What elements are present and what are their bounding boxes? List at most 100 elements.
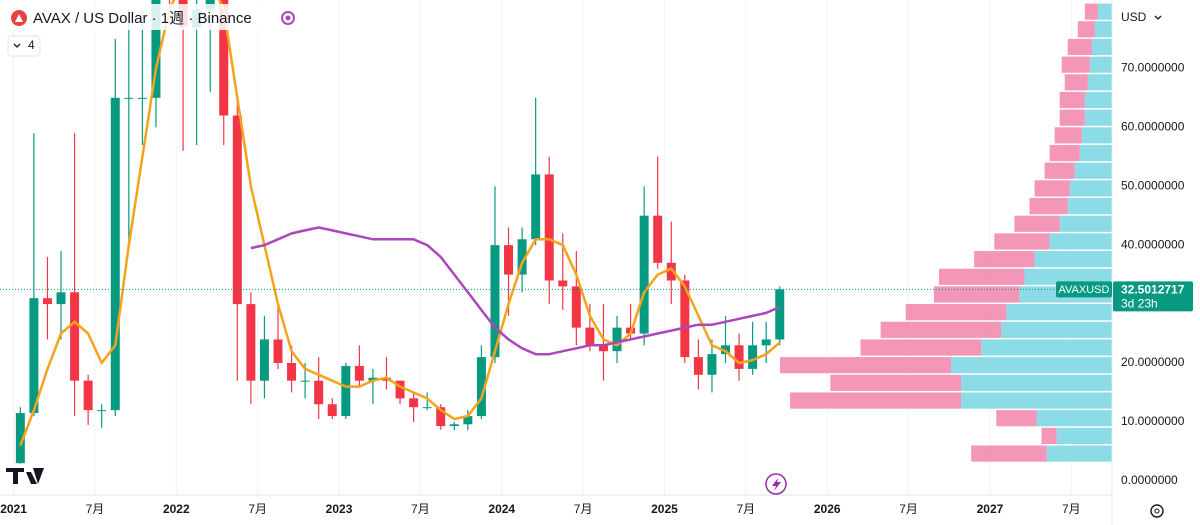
candle-body bbox=[463, 416, 473, 425]
profile-sell bbox=[971, 445, 1047, 462]
candle-body bbox=[422, 407, 432, 409]
candle-body bbox=[314, 380, 324, 405]
y-tick-label: 50.0000000 bbox=[1121, 178, 1185, 192]
candle-body bbox=[544, 174, 554, 281]
profile-buy bbox=[961, 392, 1112, 409]
candle-body bbox=[259, 339, 269, 381]
y-tick-label: 70.0000000 bbox=[1121, 61, 1185, 75]
candle-body bbox=[341, 365, 351, 417]
x-tick-label: 2026 bbox=[814, 502, 841, 516]
candle-body bbox=[395, 380, 405, 399]
x-tick-label: 7月 bbox=[248, 502, 267, 516]
candle-body bbox=[246, 304, 256, 381]
profile-sell bbox=[1059, 91, 1085, 109]
symbol-label: AVAXUSD bbox=[1059, 284, 1110, 296]
chart-title: AVAX / US Dollar · 1週 · Binance bbox=[33, 10, 252, 27]
settings-button[interactable] bbox=[1150, 504, 1164, 518]
candle-body bbox=[15, 413, 25, 464]
currency: USD bbox=[1121, 10, 1147, 24]
profile-buy bbox=[1069, 180, 1112, 197]
candle-body bbox=[97, 410, 107, 412]
profile-buy bbox=[1081, 127, 1112, 144]
profile-buy bbox=[1006, 304, 1112, 321]
profile-sell bbox=[1061, 56, 1090, 73]
candle-body bbox=[273, 339, 283, 363]
profile-buy bbox=[1049, 233, 1112, 250]
profile-buy bbox=[981, 339, 1112, 356]
profile-sell bbox=[974, 251, 1035, 268]
profile-sell bbox=[1014, 215, 1060, 232]
tv-logo bbox=[6, 468, 44, 484]
profile-buy bbox=[1074, 162, 1112, 179]
indicator-count: 4 bbox=[28, 38, 35, 52]
x-tick-label: 7月 bbox=[737, 502, 756, 516]
indicators-toggle[interactable]: 4 bbox=[7, 35, 41, 57]
candle-body bbox=[531, 174, 541, 240]
x-tick-label: 2025 bbox=[651, 502, 678, 516]
profile-sell bbox=[1049, 144, 1080, 162]
candle-body bbox=[70, 292, 80, 381]
grid bbox=[13, 0, 1072, 495]
profile-buy bbox=[1097, 3, 1112, 20]
replay-button[interactable] bbox=[765, 473, 787, 495]
header-bg bbox=[4, 4, 274, 30]
x-tick-label: 7月 bbox=[411, 502, 430, 516]
candle-body bbox=[666, 262, 676, 281]
profile-buy bbox=[1001, 321, 1112, 338]
candle-body bbox=[558, 280, 568, 287]
candle-body bbox=[124, 97, 134, 99]
logo-glyph bbox=[15, 14, 23, 22]
candle-body bbox=[707, 354, 717, 375]
candle-body bbox=[490, 245, 500, 358]
y-tick-label: 60.0000000 bbox=[1121, 119, 1185, 133]
profile-sell bbox=[1064, 74, 1088, 91]
axes: 0.0000000 10.0000000 20.0000000 40.0000000 5… bbox=[0, 61, 1185, 517]
candle-body bbox=[748, 345, 758, 369]
price-label: 32.5012717 bbox=[1121, 283, 1185, 297]
profile-sell bbox=[996, 410, 1037, 427]
x-tick-label: 2022 bbox=[163, 502, 190, 516]
moving-averages bbox=[19, 0, 781, 446]
candle-body bbox=[29, 298, 39, 414]
candle-body bbox=[436, 407, 446, 427]
y-tick-label: 40.0000000 bbox=[1121, 237, 1185, 251]
profile-buy bbox=[1091, 38, 1112, 56]
profile-buy bbox=[1079, 144, 1112, 162]
candle-body bbox=[571, 286, 581, 328]
profile-buy bbox=[1094, 21, 1112, 38]
candle-body bbox=[680, 280, 690, 358]
x-tick-label: 2024 bbox=[488, 502, 515, 516]
profile-sell bbox=[1059, 109, 1085, 126]
profile-buy bbox=[951, 357, 1112, 374]
profile-buy bbox=[1087, 74, 1112, 91]
candle-body bbox=[653, 215, 663, 263]
candle-body bbox=[734, 345, 744, 369]
currency-button[interactable]: USD bbox=[1121, 10, 1162, 24]
ma-line bbox=[19, 0, 781, 446]
volume-profile bbox=[780, 3, 1112, 462]
profile-sell bbox=[1029, 198, 1068, 215]
candle-body bbox=[287, 363, 297, 381]
candle-body bbox=[327, 404, 337, 417]
candle-body bbox=[775, 289, 785, 340]
share-button[interactable] bbox=[281, 11, 295, 25]
candle-body bbox=[504, 245, 514, 275]
x-tick-label: 2027 bbox=[977, 502, 1004, 516]
candle-body bbox=[368, 377, 378, 381]
y-tick-label: 20.0000000 bbox=[1121, 355, 1185, 369]
profile-sell bbox=[880, 321, 1002, 338]
x-tick-label: 2023 bbox=[326, 502, 353, 516]
profile-sell bbox=[830, 374, 962, 391]
candle-body bbox=[721, 345, 731, 355]
candle-body bbox=[517, 239, 527, 275]
candle-body bbox=[476, 357, 486, 417]
profile-sell bbox=[1077, 21, 1095, 38]
profile-sell bbox=[1084, 3, 1098, 20]
x-tick-label: 2021 bbox=[0, 502, 27, 516]
x-tick-label: 7月 bbox=[574, 502, 593, 516]
candle-body bbox=[381, 377, 391, 381]
candle-body bbox=[42, 298, 52, 305]
candle-body bbox=[232, 115, 242, 305]
profile-sell bbox=[790, 392, 962, 409]
